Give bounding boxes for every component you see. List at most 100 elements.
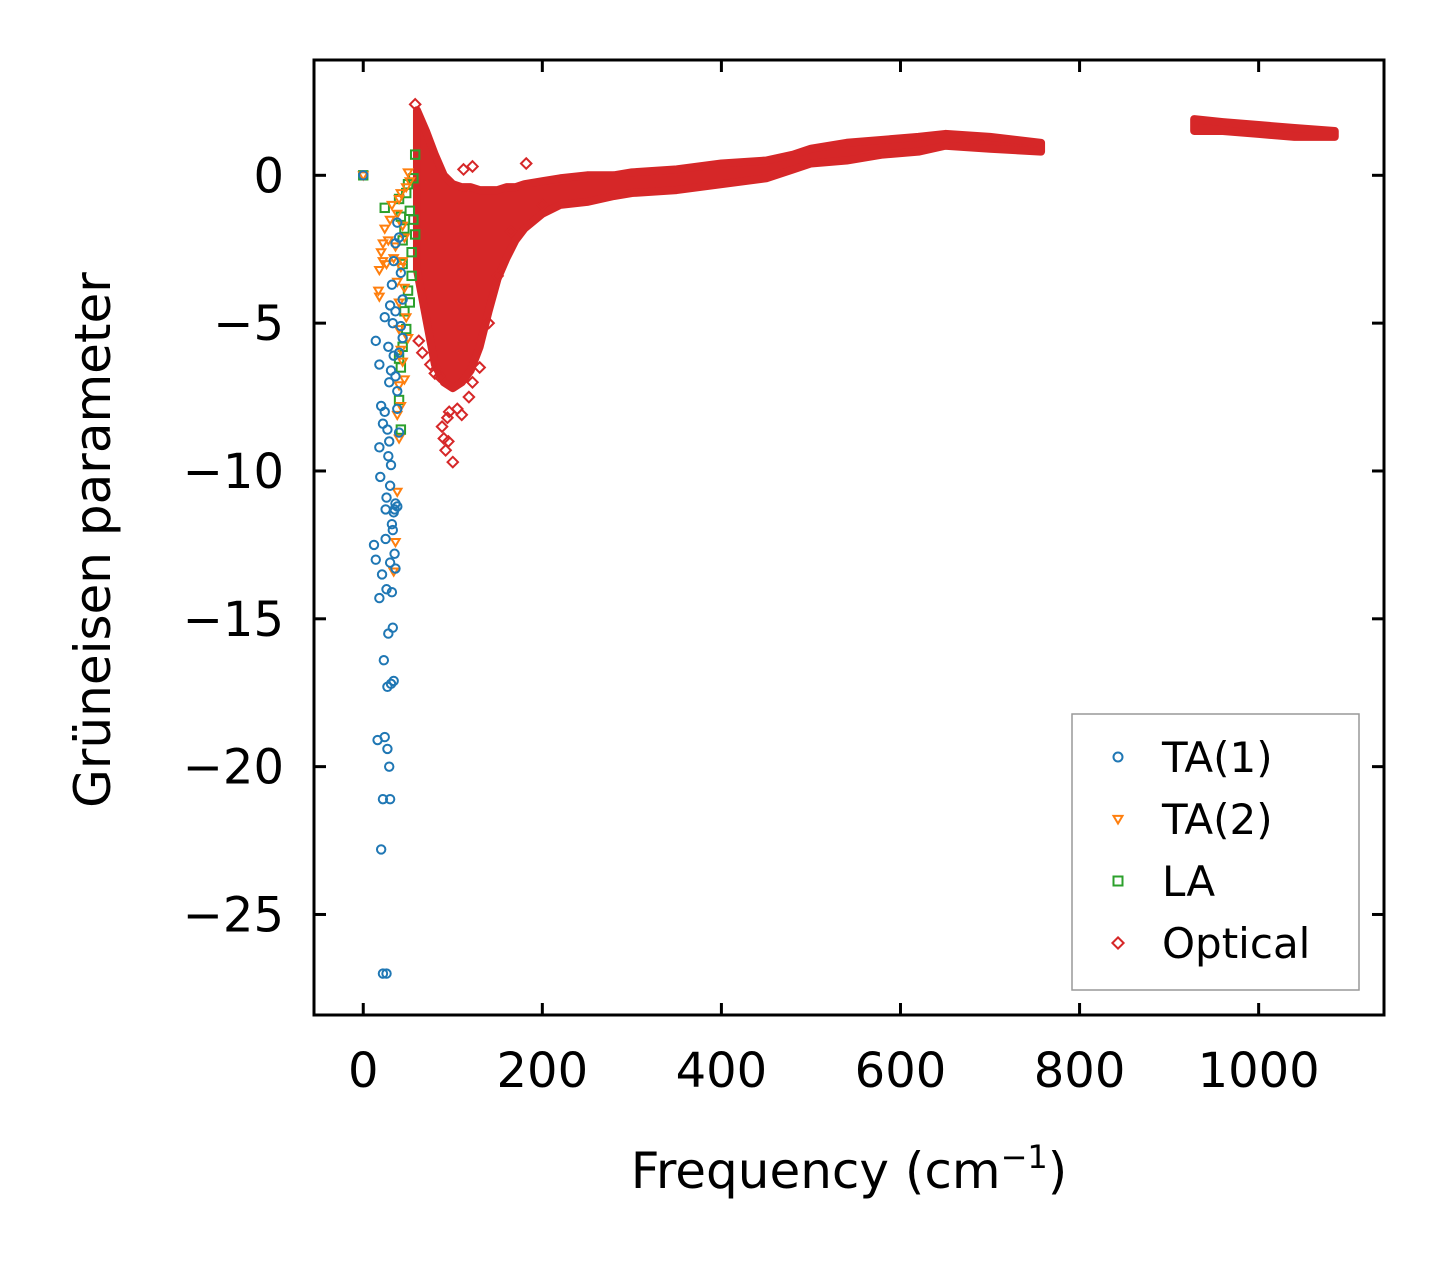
data-point	[374, 592, 385, 604]
data-point	[446, 455, 460, 469]
data-point	[481, 316, 496, 330]
data-point	[400, 313, 413, 324]
x-tick-label: 200	[497, 1043, 589, 1099]
data-point	[372, 286, 385, 297]
series-la	[358, 149, 421, 435]
data-point	[374, 359, 385, 370]
legend-marker	[1112, 751, 1124, 763]
data-point	[423, 357, 438, 372]
data-point	[396, 357, 409, 368]
data-point	[384, 793, 396, 805]
y-tick-label: −5	[213, 296, 284, 352]
data-point	[375, 248, 388, 259]
y-tick-label: −20	[183, 740, 284, 796]
data-point	[384, 215, 397, 226]
data-point	[381, 968, 392, 979]
x-tick-label: 1000	[1198, 1043, 1320, 1099]
data-point	[394, 401, 407, 413]
data-point	[472, 360, 487, 375]
data-point	[374, 442, 385, 453]
legend-marker	[1111, 814, 1125, 826]
data-point	[394, 189, 407, 200]
x-axis-label-suffix: )	[1048, 1142, 1068, 1200]
data-point	[391, 209, 404, 220]
series-ta-2	[357, 168, 416, 578]
data-point	[385, 459, 397, 471]
y-tick-label: −15	[183, 592, 284, 648]
data-point	[388, 675, 399, 687]
data-point	[387, 622, 398, 633]
data-point	[393, 381, 406, 392]
data-point	[382, 743, 393, 755]
data-point	[387, 317, 398, 329]
data-point	[386, 518, 398, 530]
data-point	[376, 569, 388, 580]
data-point	[386, 586, 398, 598]
data-point	[391, 487, 404, 498]
data-point	[406, 270, 417, 282]
axis-ticks: 0 200 400 600 800 1000 0 −5 −10 −15 −20 −25	[183, 60, 1384, 1099]
optical-dense-band	[412, 106, 1046, 393]
data-point	[368, 539, 380, 551]
data-point	[378, 224, 391, 235]
data-point	[393, 232, 405, 243]
data-point	[393, 434, 406, 445]
data-point	[400, 183, 413, 194]
data-point	[392, 217, 403, 228]
data-point	[370, 554, 381, 565]
legend: TA(1) TA(2) LA Optical	[1071, 713, 1360, 991]
data-point	[358, 170, 369, 181]
data-point	[383, 450, 394, 462]
legend-entry: TA(2)	[1111, 795, 1273, 844]
legend-box	[1071, 713, 1360, 991]
data-point	[373, 292, 386, 303]
data-point	[428, 366, 442, 381]
data-point	[519, 156, 533, 171]
data-point	[462, 390, 476, 404]
data-point	[395, 267, 407, 279]
data-point	[370, 335, 381, 347]
data-point	[387, 524, 398, 536]
data-point	[384, 436, 395, 447]
legend-marker	[1110, 935, 1126, 951]
legend-entry: TA(1)	[1112, 733, 1273, 782]
data-point	[392, 501, 403, 512]
data-point	[388, 350, 399, 361]
data-point	[399, 223, 410, 234]
series-ta-1	[358, 170, 408, 979]
data-point	[376, 257, 389, 268]
data-point	[408, 214, 419, 225]
data-point	[385, 678, 397, 690]
x-tick-label: 800	[1034, 1043, 1126, 1099]
data-point	[393, 347, 405, 358]
data-point	[389, 504, 400, 515]
data-point	[409, 149, 421, 160]
data-point	[396, 257, 409, 268]
plot-frame	[312, 58, 1386, 1017]
data-point	[380, 533, 391, 545]
x-axis-label-superscript: −1	[1001, 1138, 1048, 1176]
optical-dense-band-high	[1190, 115, 1339, 141]
data-point	[379, 406, 390, 418]
data-point	[384, 557, 396, 568]
data-point	[409, 229, 421, 240]
data-point	[441, 434, 455, 449]
y-tick-label: −25	[183, 887, 284, 943]
data-point	[389, 548, 400, 559]
legend-entry: Optical	[1110, 919, 1310, 968]
data-point	[379, 312, 390, 323]
data-point	[387, 254, 400, 265]
data-point	[465, 159, 480, 174]
legend-label: Optical	[1162, 919, 1310, 968]
series-optical	[408, 97, 549, 469]
data-point	[406, 246, 417, 258]
data-point	[373, 265, 386, 277]
data-point	[397, 294, 408, 305]
data-point	[378, 655, 390, 666]
legend-label: TA(2)	[1161, 795, 1273, 844]
x-tick-label: 600	[855, 1043, 947, 1099]
data-point	[377, 793, 389, 805]
data-point	[382, 236, 395, 247]
data-point	[412, 334, 426, 348]
